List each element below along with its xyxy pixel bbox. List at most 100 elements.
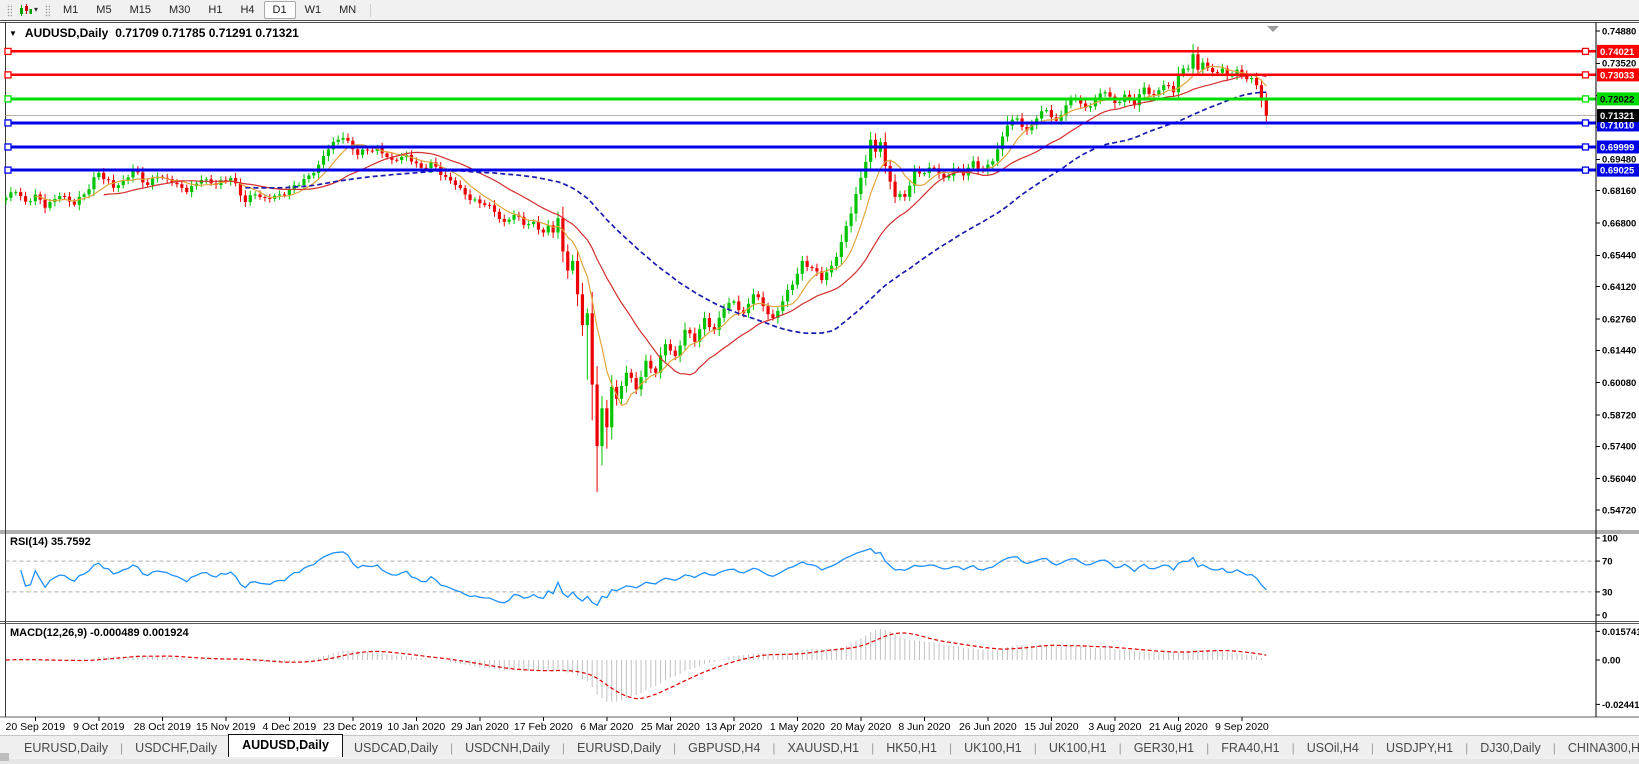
chart-tab-usdchfdaily-1[interactable]: USDCHF,Daily: [135, 740, 218, 755]
hline-handle[interactable]: [4, 119, 12, 127]
chart-tab-usoilh4-13[interactable]: USOil,H4: [1306, 740, 1359, 755]
candle-body: [649, 360, 653, 369]
candle-body: [312, 173, 316, 176]
timeframe-button-m1[interactable]: M1: [63, 4, 79, 16]
moving-average-50: [245, 91, 1267, 335]
chart-tab-uk100h1-10[interactable]: UK100,H1: [1048, 740, 1107, 755]
candle-body: [610, 386, 614, 428]
candle-body: [1064, 105, 1068, 115]
hline-handle[interactable]: [1581, 47, 1590, 56]
candle-body: [629, 372, 633, 378]
candle-body: [800, 260, 804, 274]
chart-tab-usdjpyh1-14[interactable]: USDJPY,H1: [1385, 740, 1454, 755]
price-tick-label: 0.54720: [1602, 505, 1636, 516]
main-plot-area[interactable]: [5, 23, 1596, 530]
hline-handle[interactable]: [1581, 166, 1590, 174]
candle-body: [1245, 74, 1249, 80]
timeframe-button-m5[interactable]: M5: [96, 4, 112, 16]
candle-body: [590, 313, 594, 385]
chart-tab-hk50h1-8[interactable]: HK50,H1: [886, 740, 937, 755]
candle-body: [1069, 98, 1073, 106]
date-tick-label: 15 Nov 2019: [196, 721, 256, 733]
candle-body: [361, 149, 365, 155]
candle-body: [175, 182, 179, 185]
chart-type-button[interactable]: ▾: [16, 3, 41, 17]
candle-body: [527, 224, 531, 226]
candle-body: [307, 175, 311, 180]
candle-body: [893, 181, 897, 197]
chart-tab-eurusddaily-0[interactable]: EURUSD,Daily: [24, 740, 109, 755]
hline-handle[interactable]: [1581, 119, 1590, 127]
candle-body: [795, 273, 799, 285]
toolbar-drag-grip[interactable]: [7, 3, 12, 17]
chart-tab-china300h1-16[interactable]: CHINA300,H1: [1567, 740, 1639, 755]
hline-handle[interactable]: [4, 95, 12, 103]
chart-tab-fra40h1-12[interactable]: FRA40,H1: [1221, 740, 1280, 755]
candle-body: [854, 193, 858, 214]
tab-separator: |: [1206, 740, 1210, 755]
price-axis-flag: [1597, 68, 1639, 82]
rsi-plot-area[interactable]: [5, 533, 1596, 620]
candle-body: [658, 355, 663, 373]
candle-body: [942, 173, 946, 178]
chart-tab-xauusdh1-7[interactable]: XAUUSD,H1: [787, 740, 860, 755]
chart-tab-usdcaddaily-3[interactable]: USDCAD,Daily: [353, 740, 438, 755]
price-axis-flag: [1597, 92, 1639, 106]
price-axis-flag: [1597, 44, 1639, 58]
candle-body: [58, 195, 62, 199]
candle-body: [1162, 85, 1166, 91]
chart-tab-dj30daily-15[interactable]: DJ30,Daily: [1480, 740, 1541, 755]
candle-body: [229, 178, 233, 182]
chart-shift-marker[interactable]: [1267, 26, 1279, 32]
chart-canvas[interactable]: 0.748800.735200.708400.694800.681600.668…: [0, 20, 1639, 735]
hline-handle[interactable]: [1581, 71, 1590, 79]
hline-handle[interactable]: [4, 166, 12, 174]
timeframe-toolbar: ▾ M1 M5 M15 M30 H1 H4 D1 W1 MN: [0, 0, 1639, 20]
date-tick-label: 20 Sep 2019: [6, 721, 66, 733]
hline-handle[interactable]: [4, 47, 12, 56]
candle-body: [1103, 92, 1107, 94]
chart-tab-eurusddaily-5[interactable]: EURUSD,Daily: [576, 740, 662, 755]
hline-handle[interactable]: [1581, 143, 1590, 151]
candle-body: [356, 149, 360, 155]
timeframe-button-mn[interactable]: MN: [339, 4, 357, 16]
candle-body: [448, 176, 453, 181]
candle-body: [986, 164, 990, 171]
tab-separator: |: [772, 740, 776, 755]
chart-title[interactable]: ▼ AUDUSD,Daily 0.71709 0.71785 0.71291 0…: [9, 26, 299, 40]
macd-signal-line: [5, 632, 1267, 700]
tab-separator: |: [450, 740, 454, 755]
candle-body: [644, 360, 648, 377]
timeframe-button-w1[interactable]: W1: [304, 4, 322, 16]
chart-tab-ger30h1-11[interactable]: GER30,H1: [1133, 740, 1195, 755]
macd-plot-area[interactable]: [5, 624, 1596, 716]
chart-tab-uk100h1-9[interactable]: UK100,H1: [964, 740, 1022, 755]
timeframe-button-d1[interactable]: D1: [263, 1, 296, 19]
price-tick-label: 0.56040: [1602, 474, 1636, 485]
chart-tab-usdcnhdaily-4[interactable]: USDCNH,Daily: [465, 740, 550, 755]
timeframe-button-m15[interactable]: M15: [129, 4, 151, 16]
chart-tab-gbpusdh4-6[interactable]: GBPUSD,H4: [688, 740, 761, 755]
candle-body: [502, 218, 506, 222]
candle-body: [693, 333, 697, 342]
toolbar-drag-grip[interactable]: [45, 3, 51, 17]
candle-body: [23, 196, 28, 202]
candle-body: [87, 189, 91, 195]
chart-tab-audusddaily-2[interactable]: AUDUSD,Daily: [228, 734, 343, 757]
hline-handle[interactable]: [4, 71, 12, 79]
date-tick-label: 6 Mar 2020: [580, 721, 633, 733]
collapse-arrow-icon[interactable]: ▼: [9, 28, 17, 38]
candle-body: [903, 193, 907, 197]
candle-body: [395, 159, 399, 161]
price-tick-label: 0.60080: [1602, 378, 1636, 389]
candle-body: [1132, 98, 1137, 106]
candle-body: [1235, 69, 1239, 76]
timeframe-button-m30[interactable]: M30: [168, 4, 191, 16]
timeframe-button-h4[interactable]: H4: [240, 4, 255, 16]
candle-body: [585, 313, 589, 326]
hline-handle[interactable]: [1581, 95, 1590, 103]
timeframe-button-h1[interactable]: H1: [208, 4, 223, 16]
candle-body: [683, 329, 687, 346]
candle-body: [492, 205, 497, 212]
hline-handle[interactable]: [4, 143, 12, 151]
